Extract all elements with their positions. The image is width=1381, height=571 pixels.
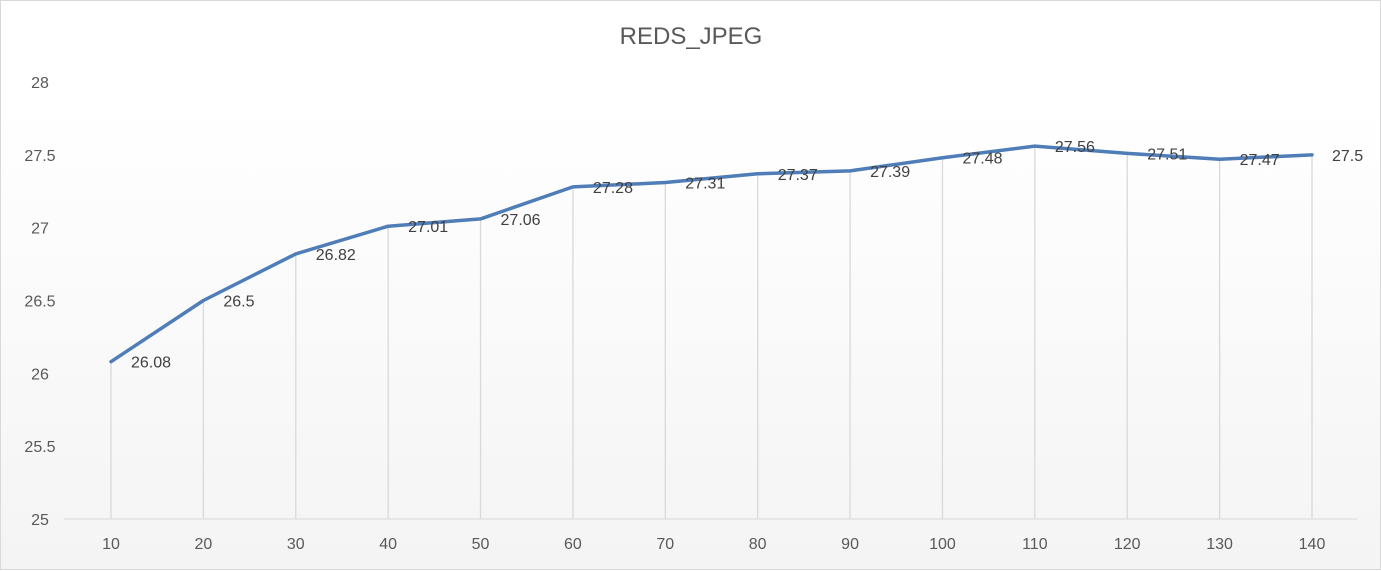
data-label: 27.06 (501, 212, 541, 229)
y-tick-label: 27.5 (24, 148, 55, 165)
x-axis-ticks: 10 20 30 40 50 60 70 80 90 100 110 120 130 140 (102, 536, 1325, 553)
data-label: 27.47 (1240, 152, 1280, 169)
y-tick-label: 28 (31, 75, 49, 92)
data-label: 26.5 (223, 294, 254, 311)
x-tick-label: 130 (1206, 536, 1233, 553)
y-axis-ticks: 25 25.5 26 26.5 27 27.5 28 (24, 75, 55, 529)
data-label: 27.51 (1147, 146, 1187, 163)
x-tick-label: 70 (656, 536, 674, 553)
x-tick-label: 90 (841, 536, 859, 553)
x-tick-label: 20 (194, 536, 212, 553)
x-tick-label: 140 (1299, 536, 1326, 553)
data-label: 27.5 (1332, 148, 1363, 165)
data-label: 27.01 (408, 219, 448, 236)
x-tick-label: 30 (287, 536, 305, 553)
x-tick-label: 60 (564, 536, 582, 553)
x-tick-label: 80 (749, 536, 767, 553)
drop-lines (110, 146, 1313, 519)
x-tick-label: 110 (1022, 536, 1048, 553)
x-tick-label: 120 (1114, 536, 1141, 553)
x-tick-label: 100 (929, 536, 956, 553)
x-tick-label: 40 (379, 536, 397, 553)
x-tick-label: 10 (102, 536, 120, 553)
data-label: 27.56 (1055, 139, 1095, 156)
y-tick-label: 27 (31, 221, 49, 238)
series-line (109, 144, 1314, 364)
data-label: 27.37 (778, 167, 818, 184)
y-tick-label: 25.5 (24, 439, 55, 456)
data-label: 27.31 (685, 176, 725, 193)
data-label: 26.08 (131, 355, 171, 372)
data-labels: 26.08 26.5 26.82 27.01 27.06 27.28 27.31 27.37 2… (131, 139, 1363, 372)
y-tick-label: 26.5 (24, 294, 55, 311)
y-tick-label: 26 (31, 366, 49, 383)
data-label: 26.82 (316, 247, 356, 264)
data-label: 27.48 (962, 151, 1002, 168)
data-label: 27.39 (870, 164, 910, 181)
chart-title: REDS_JPEG (620, 23, 763, 50)
x-tick-label: 50 (472, 536, 490, 553)
data-label: 27.28 (593, 180, 633, 197)
y-tick-label: 25 (31, 512, 49, 529)
